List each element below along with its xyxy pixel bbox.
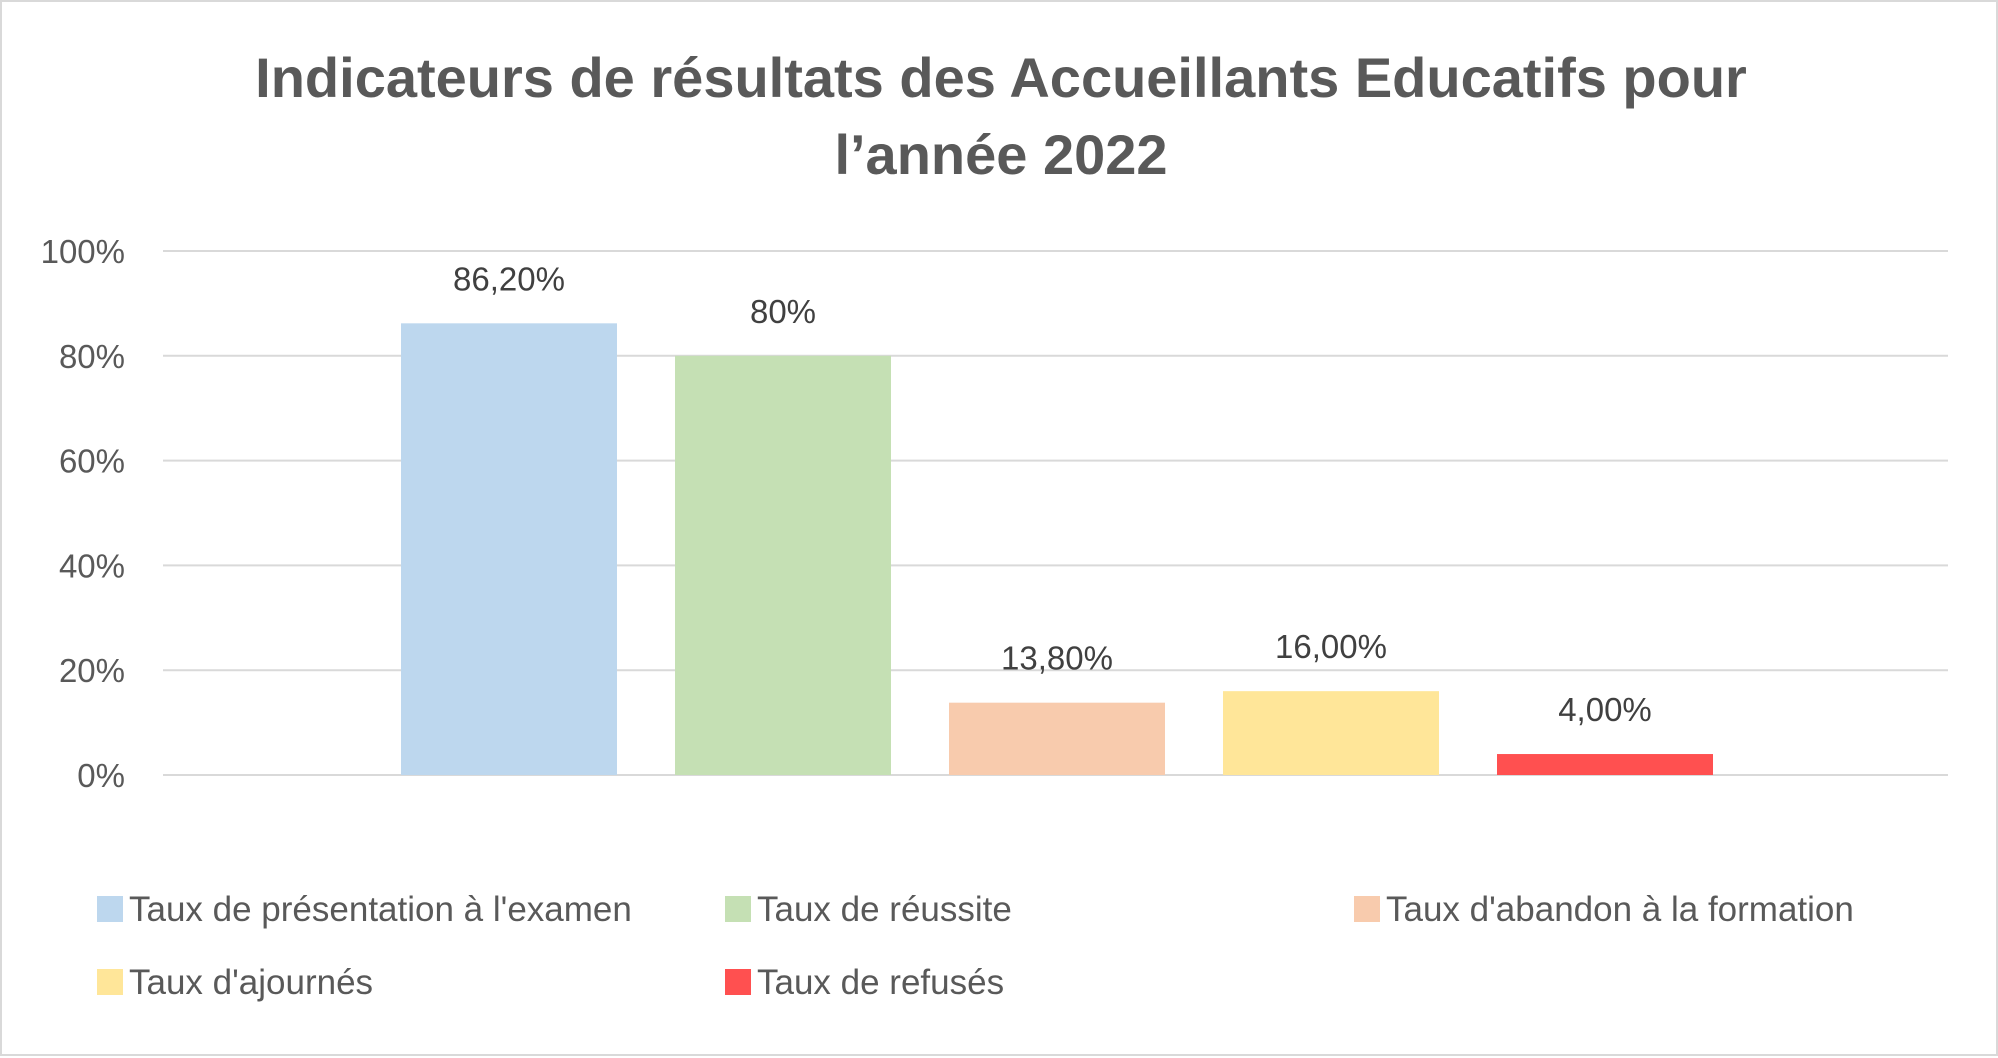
legend-swatch — [1354, 896, 1380, 922]
legend-swatch — [725, 896, 751, 922]
bar — [401, 323, 617, 775]
y-tick-label: 20% — [59, 652, 125, 689]
bar — [1223, 691, 1439, 775]
y-tick-label: 100% — [41, 233, 125, 270]
y-tick-label: 60% — [59, 443, 125, 480]
data-label: 16,00% — [1275, 628, 1387, 665]
y-tick-label: 0% — [77, 757, 125, 794]
data-label: 4,00% — [1558, 691, 1652, 728]
chart-title-line: l’année 2022 — [834, 123, 1167, 186]
legend-swatch — [97, 969, 123, 995]
y-tick-label: 40% — [59, 547, 125, 584]
bar — [675, 355, 891, 775]
legend-label: Taux de présentation à l'examen — [129, 890, 632, 929]
legend-label: Taux de réussite — [757, 890, 1012, 929]
data-label: 80% — [750, 293, 816, 330]
bar — [1497, 754, 1713, 775]
data-label: 13,80% — [1001, 640, 1113, 677]
legend-swatch — [725, 969, 751, 995]
y-tick-label: 80% — [59, 338, 125, 375]
bar — [949, 702, 1165, 775]
data-label: 86,20% — [453, 260, 565, 297]
legend-label: Taux d'ajournés — [129, 963, 373, 1002]
chart-title-line: Indicateurs de résultats des Accueillant… — [255, 46, 1747, 109]
legend-label: Taux de refusés — [757, 963, 1004, 1002]
legend-swatch — [97, 896, 123, 922]
legend-label: Taux d'abandon à la formation — [1386, 890, 1854, 929]
